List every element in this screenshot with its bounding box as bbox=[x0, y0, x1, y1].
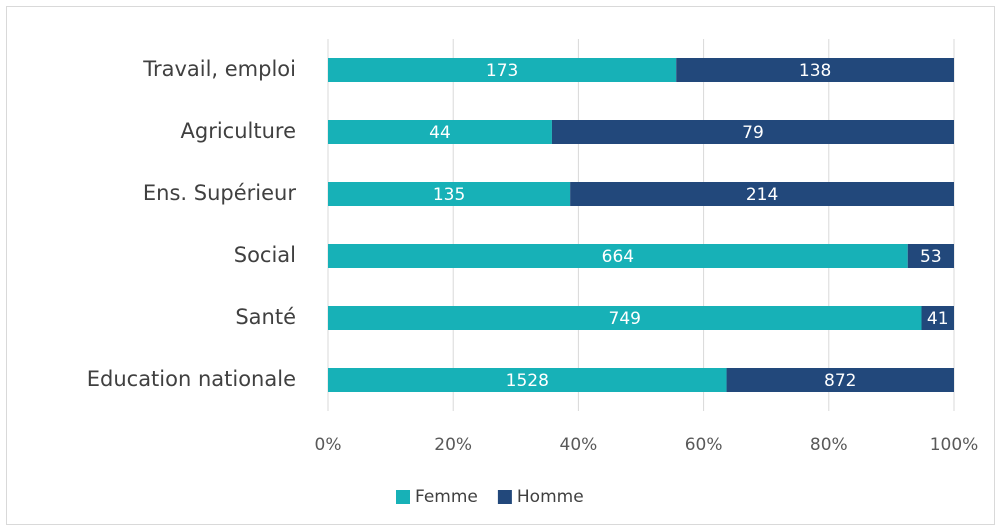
data-label: 664 bbox=[602, 247, 634, 267]
data-label: 214 bbox=[746, 185, 778, 205]
category-label: Social bbox=[234, 243, 296, 267]
category-label: Agriculture bbox=[181, 119, 297, 143]
legend-swatch bbox=[497, 490, 512, 504]
category-label: Ens. Supérieur bbox=[143, 181, 296, 205]
category-label: Santé bbox=[235, 305, 296, 329]
bar-segment bbox=[328, 244, 908, 268]
data-label: 872 bbox=[824, 371, 856, 391]
data-label: 53 bbox=[920, 247, 942, 267]
x-tick-label: 60% bbox=[685, 435, 723, 455]
data-label: 749 bbox=[609, 309, 641, 329]
legend-label: Homme bbox=[517, 487, 584, 507]
bar-segment bbox=[328, 306, 922, 330]
data-label: 135 bbox=[433, 185, 465, 205]
data-label: 79 bbox=[742, 123, 764, 143]
x-tick-label: 100% bbox=[930, 435, 979, 455]
category-label: Education nationale bbox=[87, 367, 296, 391]
bar-segment bbox=[328, 368, 727, 392]
data-label: 173 bbox=[486, 61, 518, 81]
x-tick-label: 80% bbox=[810, 435, 848, 455]
legend-swatch bbox=[396, 490, 410, 504]
bar-segment bbox=[328, 58, 677, 82]
legend-label: Femme bbox=[415, 487, 478, 507]
bar-segment bbox=[921, 306, 954, 330]
bar-segment bbox=[328, 182, 571, 206]
bar-segment bbox=[726, 368, 954, 392]
data-label: 41 bbox=[927, 309, 949, 329]
bar-segment bbox=[328, 120, 552, 144]
x-tick-label: 20% bbox=[434, 435, 472, 455]
data-label: 1528 bbox=[506, 371, 549, 391]
bar-segment bbox=[676, 58, 954, 82]
bar-segment bbox=[551, 120, 954, 144]
x-tick-label: 0% bbox=[315, 435, 342, 455]
bar-segment bbox=[907, 244, 954, 268]
data-label: 44 bbox=[429, 123, 451, 143]
category-label: Travail, emploi bbox=[142, 57, 296, 81]
bar-segment bbox=[570, 182, 954, 206]
x-tick-label: 40% bbox=[560, 435, 598, 455]
data-label: 138 bbox=[799, 61, 831, 81]
